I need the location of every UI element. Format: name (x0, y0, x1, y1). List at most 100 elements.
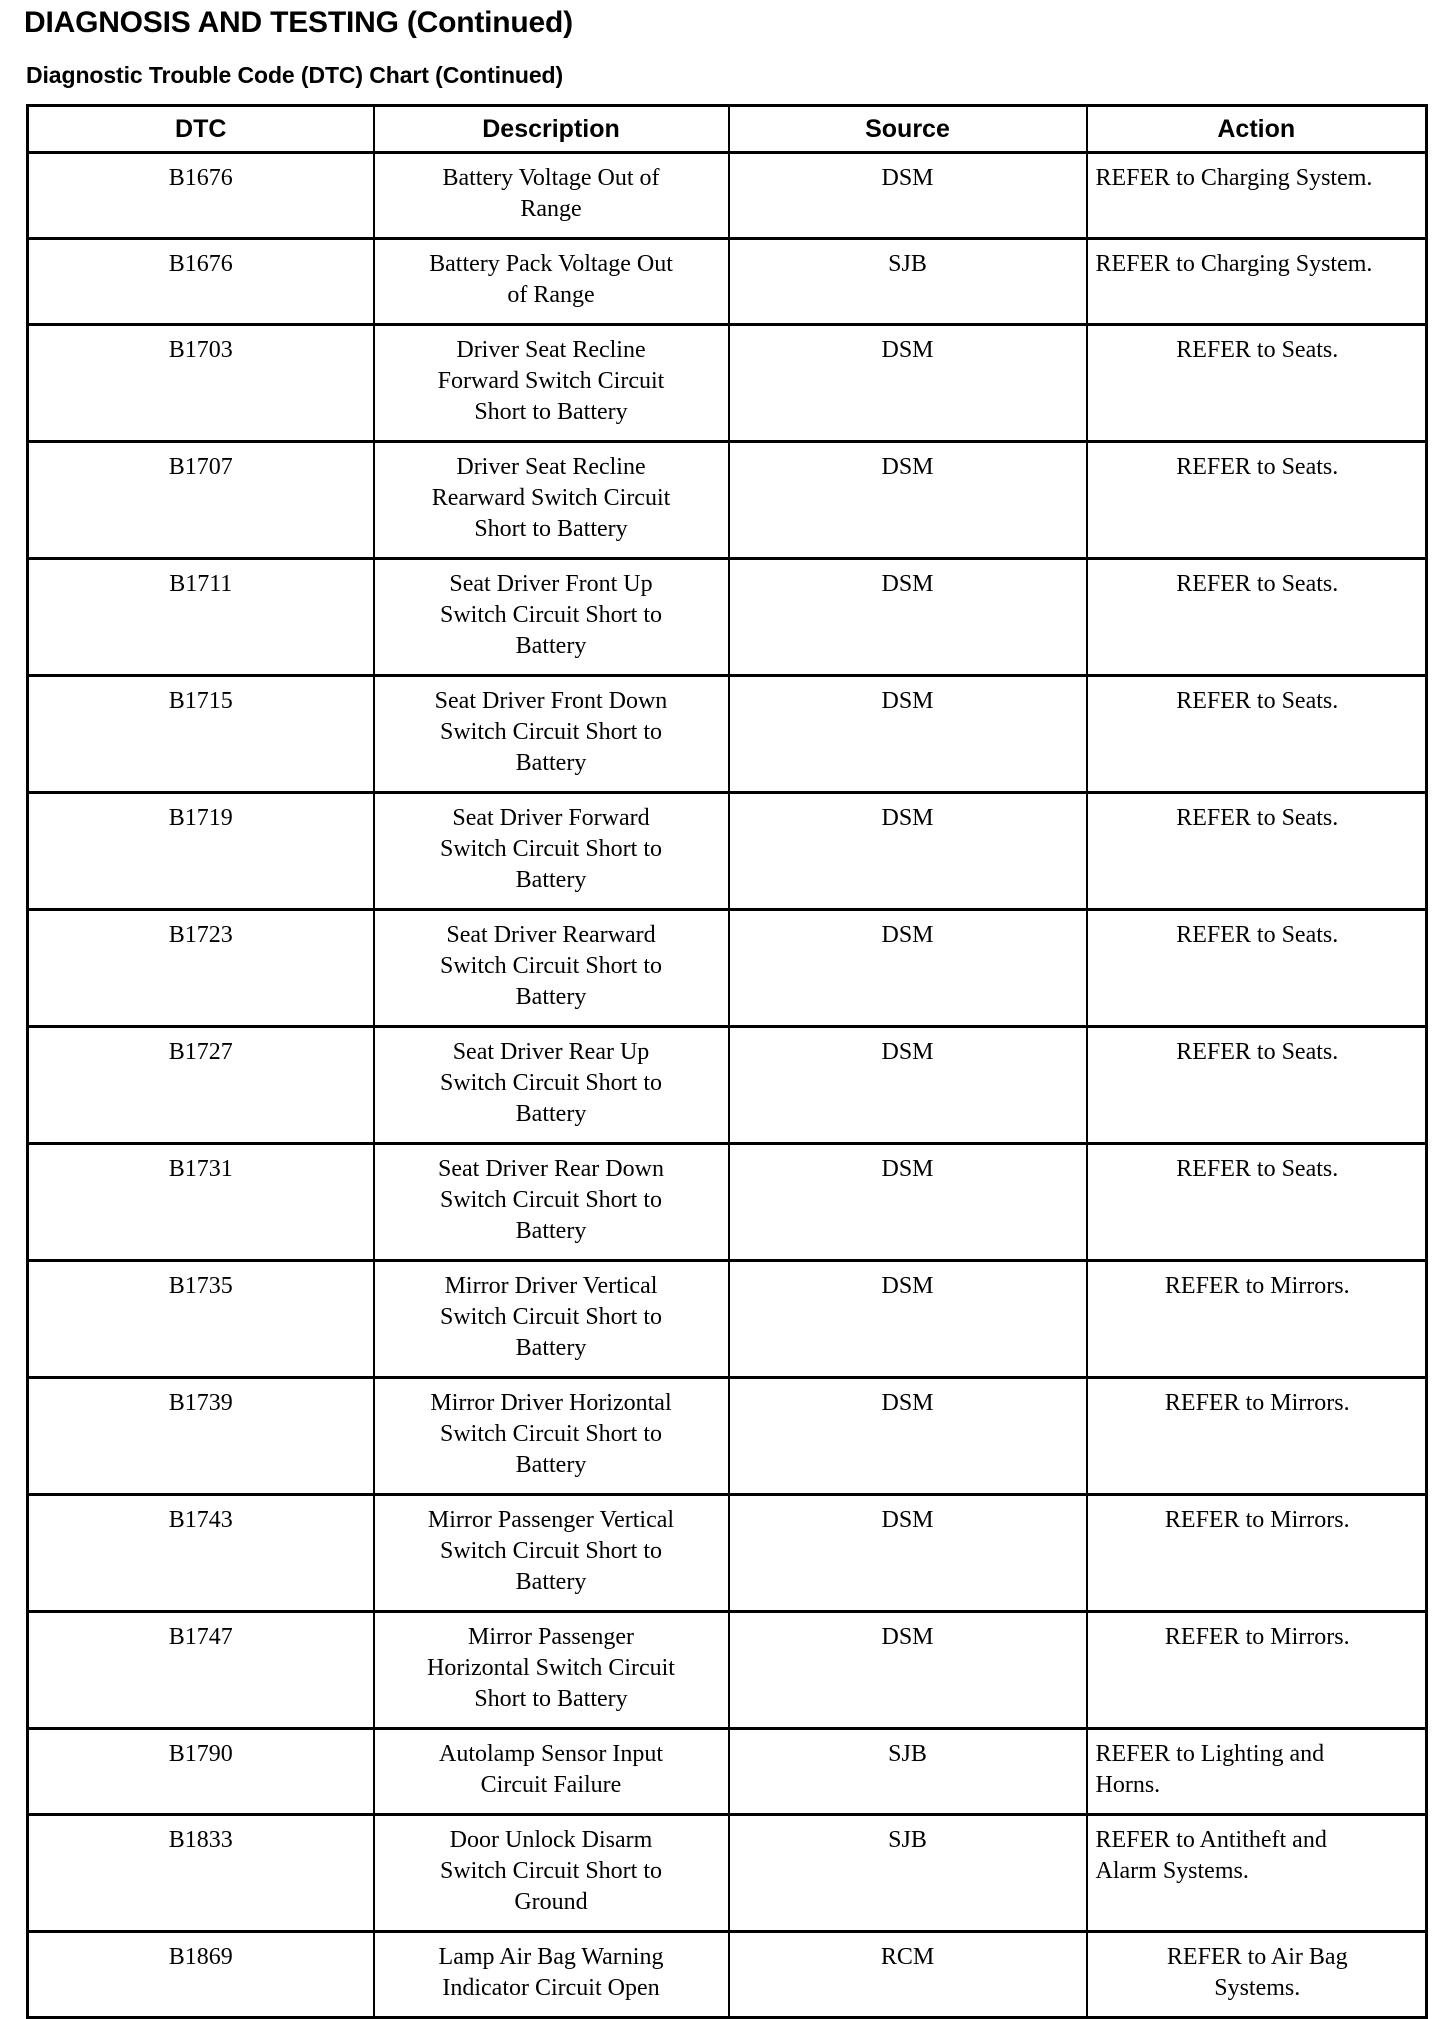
description-line: Battery Voltage Out of (442, 165, 660, 192)
description-text: Lamp Air Bag Warning Indicator Circuit Op… (375, 1933, 728, 2016)
cell-dtc: B1747 (26, 1610, 375, 1731)
cell-dtc: B1715 (26, 674, 375, 795)
action-text: REFER to Charging System. (1088, 240, 1426, 312)
table-row: B1703 Driver Seat Recline Forward Switch C… (26, 323, 1428, 444)
action-text: REFER to Mirrors. (1088, 1496, 1426, 1568)
dtc-code: B1676 (168, 251, 233, 278)
source-module: DSM (881, 337, 934, 364)
cell-action: REFER to Mirrors. (1085, 1259, 1428, 1380)
description-line: Mirror Driver Vertical (444, 1273, 658, 1300)
table-row: B1869 Lamp Air Bag Warning Indicator Circu… (26, 1930, 1428, 2019)
cell-dtc: B1711 (26, 557, 375, 678)
column-header-source: Source (727, 104, 1088, 155)
dtc-table-container: DTC Description Source Action B1676 Batte… (0, 88, 1456, 2019)
action-line: REFER to Mirrors. (1164, 1273, 1350, 1300)
cell-action: REFER to Seats. (1085, 791, 1428, 912)
cell-description: Battery Pack Voltage Out of Range (372, 237, 730, 327)
description-line: Seat Driver Rearward (446, 922, 656, 949)
source-module: SJB (888, 251, 927, 278)
table-row: B1739 Mirror Driver Horizontal Switch Circ… (26, 1376, 1428, 1497)
cell-source: DSM (727, 1259, 1088, 1380)
description-line: Switch Circuit Short to (440, 1538, 662, 1565)
cell-dtc: B1731 (26, 1142, 375, 1263)
description-line: Short to Battery (474, 399, 628, 426)
cell-source: DSM (727, 1142, 1088, 1263)
description-line: Switch Circuit Short to (440, 1304, 662, 1331)
dtc-table: DTC Description Source Action B1676 Batte… (26, 104, 1428, 2019)
cell-action: REFER to Mirrors. (1085, 1493, 1428, 1614)
description-line: Indicator Circuit Open (442, 1975, 660, 2002)
description-text: Battery Pack Voltage Out of Range (375, 240, 728, 323)
description-line: Switch Circuit Short to (440, 719, 662, 746)
dtc-code: B1743 (168, 1507, 233, 1534)
cell-dtc: B1743 (26, 1493, 375, 1614)
column-header-dtc: DTC (26, 104, 375, 155)
action-line: Horns. (1095, 1772, 1161, 1799)
dtc-code: B1727 (168, 1039, 233, 1066)
cell-description: Door Unlock Disarm Switch Circuit Short t… (372, 1813, 730, 1934)
cell-dtc: B1723 (26, 908, 375, 1029)
action-text: REFER to Antitheft and Alarm Systems. (1088, 1816, 1426, 1899)
dtc-code: B1747 (168, 1624, 233, 1651)
dtc-code: B1676 (168, 165, 233, 192)
source-module: DSM (881, 165, 934, 192)
source-module: SJB (888, 1827, 927, 1854)
action-line: REFER to Mirrors. (1164, 1624, 1350, 1651)
action-line: REFER to Seats. (1176, 454, 1339, 481)
cell-action: REFER to Lighting and Horns. (1085, 1727, 1428, 1817)
cell-description: Driver Seat Recline Rearward Switch Circu… (372, 440, 730, 561)
description-line: Rearward Switch Circuit (431, 485, 671, 512)
description-line: Switch Circuit Short to (440, 1070, 662, 1097)
table-row: B1676 Battery Pack Voltage Out of Range SJB… (26, 237, 1428, 327)
cell-dtc: B1739 (26, 1376, 375, 1497)
source-module: DSM (881, 571, 934, 598)
cell-action: REFER to Antitheft and Alarm Systems. (1085, 1813, 1428, 1934)
chart-subtitle: Diagnostic Trouble Code (DTC) Chart (Con… (26, 62, 564, 88)
description-line: Switch Circuit Short to (440, 1858, 662, 1885)
cell-action: REFER to Mirrors. (1085, 1376, 1428, 1497)
cell-source: DSM (727, 1025, 1088, 1146)
action-line: REFER to Charging System. (1095, 251, 1373, 278)
cell-action: REFER to Seats. (1085, 323, 1428, 444)
action-text: REFER to Lighting and Horns. (1088, 1730, 1426, 1813)
cell-dtc: B1735 (26, 1259, 375, 1380)
cell-action: REFER to Mirrors. (1085, 1610, 1428, 1731)
cell-dtc: B1869 (26, 1930, 375, 2019)
source-module: SJB (888, 1741, 927, 1768)
cell-source: DSM (727, 908, 1088, 1029)
source-module: DSM (881, 1507, 934, 1534)
description-text: Mirror Passenger Horizontal Switch Circui… (375, 1613, 728, 1727)
cell-description: Autolamp Sensor Input Circuit Failure (372, 1727, 730, 1817)
description-line: Battery (515, 1452, 587, 1479)
cell-description: Mirror Driver Vertical Switch Circuit Sho… (372, 1259, 730, 1380)
table-body: B1676 Battery Voltage Out of Range DSM REFER… (26, 151, 1428, 2019)
cell-source: DSM (727, 674, 1088, 795)
description-text: Battery Voltage Out of Range (375, 154, 728, 237)
table-header: DTC Description Source Action (26, 104, 1428, 155)
description-text: Driver Seat Recline Forward Switch Circui… (375, 326, 728, 440)
cell-description: Mirror Passenger Horizontal Switch Circui… (372, 1610, 730, 1731)
cell-dtc: B1707 (26, 440, 375, 561)
description-line: Driver Seat Recline (456, 454, 646, 481)
action-text: REFER to Seats. (1088, 794, 1426, 866)
action-line: REFER to Seats. (1176, 571, 1339, 598)
description-line: Battery (515, 1218, 587, 1245)
description-line: Seat Driver Front Down (434, 688, 668, 715)
cell-description: Mirror Passenger Vertical Switch Circuit … (372, 1493, 730, 1614)
description-line: Battery (515, 984, 587, 1011)
cell-action: REFER to Seats. (1085, 908, 1428, 1029)
cell-action: REFER to Charging System. (1085, 151, 1428, 241)
cell-description: Seat Driver Rear Down Switch Circuit Shor… (372, 1142, 730, 1263)
description-line: Lamp Air Bag Warning (438, 1944, 664, 1971)
source-module: DSM (881, 1156, 934, 1183)
description-line: Seat Driver Forward (452, 805, 650, 832)
source-module: DSM (881, 1273, 934, 1300)
cell-action: REFER to Seats. (1085, 440, 1428, 561)
cell-source: SJB (727, 1813, 1088, 1934)
dtc-code: B1739 (168, 1390, 233, 1417)
cell-source: DSM (727, 440, 1088, 561)
cell-dtc: B1719 (26, 791, 375, 912)
action-text: REFER to Seats. (1088, 443, 1426, 515)
cell-description: Seat Driver Rear Up Switch Circuit Short … (372, 1025, 730, 1146)
cell-description: Seat Driver Forward Switch Circuit Short … (372, 791, 730, 912)
